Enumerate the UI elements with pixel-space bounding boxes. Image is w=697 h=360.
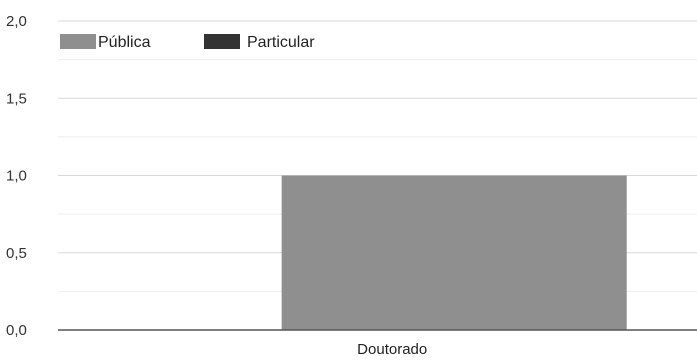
legend-label: Particular: [247, 34, 315, 51]
x-axis-category-labels: Doutorado: [357, 341, 427, 358]
legend-label: Pública: [98, 34, 151, 51]
y-tick-label: 0,5: [6, 245, 27, 262]
bar: [282, 176, 627, 331]
y-tick-label: 0,0: [6, 322, 27, 339]
legend-swatch: [60, 34, 96, 49]
y-tick-label: 1,5: [6, 90, 27, 107]
y-tick-label: 1,0: [6, 168, 27, 185]
x-category-label: Doutorado: [357, 341, 427, 358]
legend: Pública Particular: [60, 34, 315, 51]
y-tick-label: 2,0: [6, 13, 27, 30]
bars: [282, 176, 627, 331]
legend-swatch: [204, 34, 240, 49]
y-axis-tick-labels: 0,0 0,5 1,0 1,5 2,0: [6, 13, 27, 339]
